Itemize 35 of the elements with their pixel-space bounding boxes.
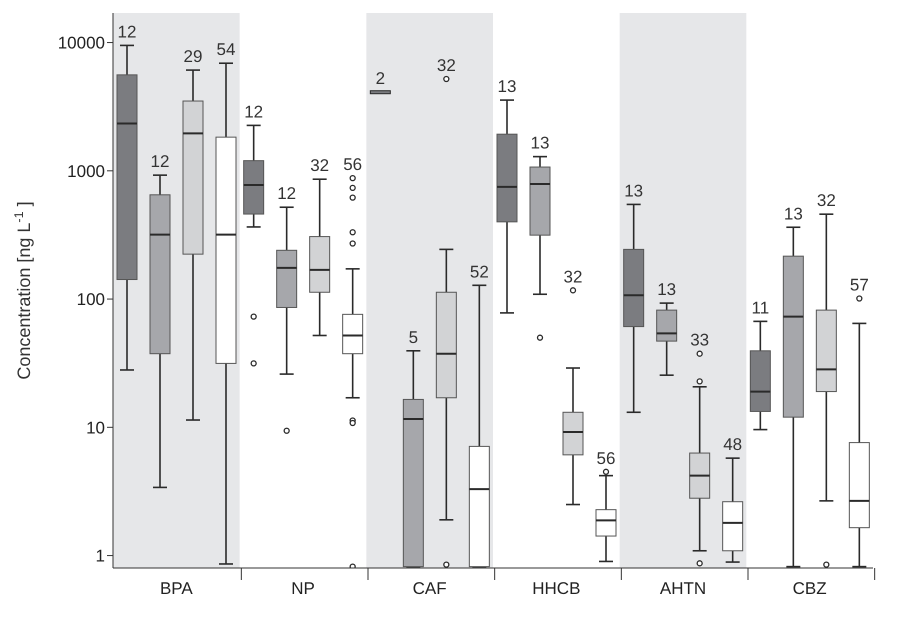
text: 12 — [118, 22, 136, 42]
text: 48 — [723, 435, 742, 454]
text: 12 — [277, 184, 296, 204]
text: 13 — [657, 280, 676, 300]
text: 13 — [784, 204, 803, 224]
text: 2 — [376, 69, 386, 88]
text: 56 — [343, 155, 362, 174]
x-tick-label: NP — [291, 579, 315, 598]
y-tick-label: 100 — [76, 290, 105, 310]
y-tick-label: 1 — [96, 546, 105, 566]
x-tick-label: CBZ — [792, 579, 827, 598]
text: 32 — [816, 191, 836, 210]
text: 12 — [244, 102, 264, 122]
x-tick-label: BPA — [160, 579, 194, 598]
x-tick-label: AHTN — [660, 579, 706, 598]
text: 32 — [310, 156, 330, 176]
text: 33 — [690, 330, 710, 350]
y-tick-label: 1000 — [67, 162, 105, 181]
text: 11 — [752, 298, 770, 318]
text: 32 — [564, 267, 582, 286]
text: 29 — [184, 47, 202, 66]
text: 57 — [850, 276, 869, 295]
x-tick-label: CAF — [412, 579, 447, 598]
text: 54 — [216, 40, 236, 60]
text: 32 — [436, 56, 456, 75]
text: 13 — [624, 181, 644, 200]
y-tick-label: 10000 — [58, 34, 105, 53]
text: 13 — [530, 134, 550, 153]
text: 52 — [470, 262, 489, 282]
text: 56 — [596, 448, 616, 468]
text: 13 — [498, 77, 516, 96]
y-tick-label: 10 — [86, 418, 105, 438]
x-tick-label: HHCB — [532, 579, 580, 598]
text: 5 — [408, 328, 418, 347]
text: 12 — [150, 152, 170, 172]
